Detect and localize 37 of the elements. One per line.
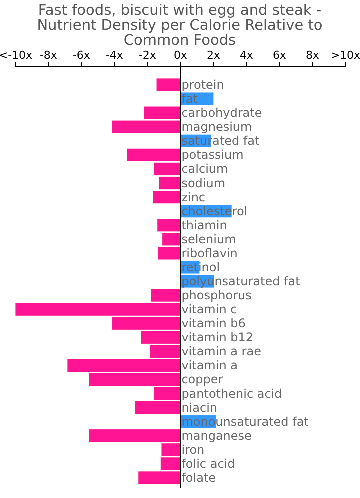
x-tick-label: -2x	[138, 49, 157, 62]
y-tick-label: protein	[182, 78, 224, 92]
x-tick-label: 4x	[240, 49, 254, 62]
y-tick-label: copper	[182, 372, 224, 387]
y-tick-label: vitamin a rae	[182, 344, 262, 359]
y-tick-label: carbohydrate	[182, 106, 262, 120]
x-tick-label: 8x	[306, 49, 320, 62]
y-tick-label: iron	[182, 442, 205, 457]
y-tick-label: phosphorus	[182, 288, 252, 303]
y-tick-label: riboflavin	[182, 246, 238, 260]
y-tick-label: magnesium	[182, 120, 252, 134]
x-tick-label: -6x	[72, 49, 91, 62]
y-tick-label: zinc	[182, 190, 206, 204]
y-tick-label: vitamin b12	[182, 330, 254, 345]
y-tick-label: manganese	[182, 428, 252, 443]
y-tick-label: potassium	[182, 148, 244, 162]
y-tick-label: vitamin a	[182, 358, 238, 373]
x-tick-label: -8x	[40, 49, 58, 62]
y-tick-label: thiamin	[182, 218, 228, 232]
y-tick-label: sodium	[182, 176, 226, 190]
x-tick-label: <-10x	[0, 49, 34, 62]
x-tick-label: -4x	[106, 49, 124, 62]
bar	[156, 78, 181, 92]
y-tick-label: selenium	[182, 232, 236, 246]
y-tick-label: fat	[182, 92, 198, 106]
x-tick-label: 0x	[174, 49, 188, 62]
x-tick-label: 6x	[272, 49, 287, 62]
chart-title: Fast foods, biscuit with egg and steak - Nutrient Density per Calorie Relative to Common Foods	[37, 3, 323, 49]
y-tick-label: folic acid	[182, 456, 236, 471]
x-tick-label: >10x	[330, 49, 360, 62]
y-tick-label: calcium	[182, 162, 228, 176]
y-tick-label: vitamin c	[182, 302, 238, 317]
y-tick-label: niacin	[182, 400, 218, 415]
y-tick-label: folate	[182, 470, 216, 485]
y-tick-label: vitamin b6	[182, 316, 246, 331]
y-tick-label: pantothenic acid	[182, 386, 282, 401]
x-tick-label: 2x	[206, 49, 221, 62]
